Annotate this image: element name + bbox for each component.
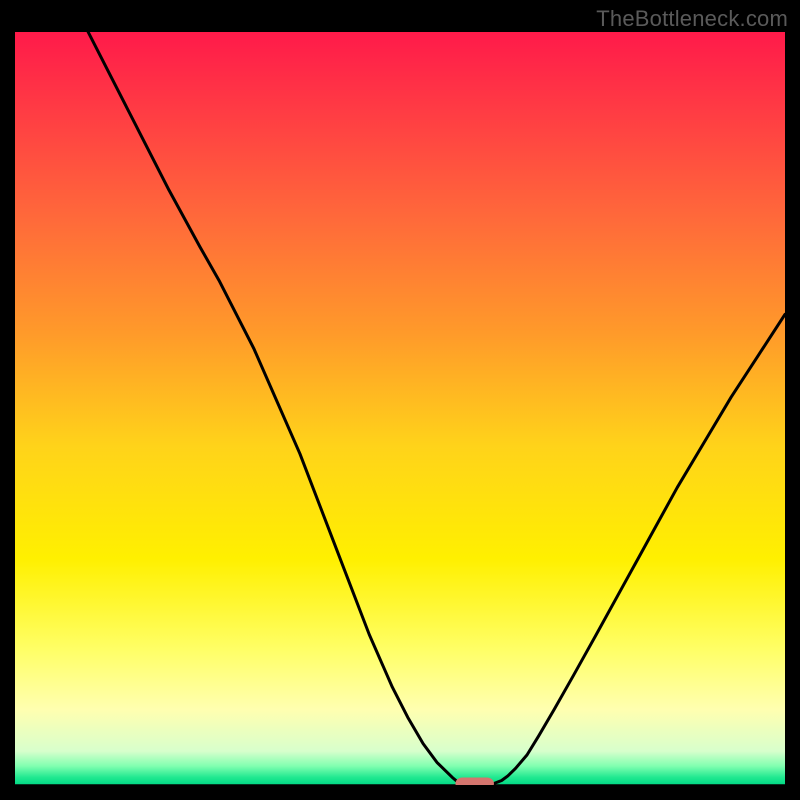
gradient-background (15, 32, 785, 785)
watermark-text: TheBottleneck.com (596, 6, 788, 32)
plot-svg (15, 32, 785, 785)
plot-area (15, 32, 785, 785)
chart-container: TheBottleneck.com (0, 0, 800, 800)
optimal-marker (455, 777, 494, 785)
